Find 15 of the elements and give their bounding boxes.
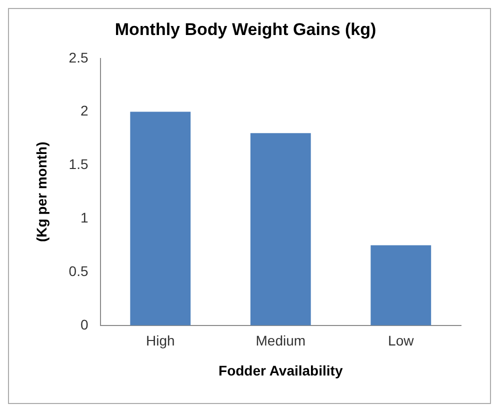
y-tick-label: 2.5 xyxy=(68,49,88,66)
bar xyxy=(250,133,311,326)
bar xyxy=(370,245,432,326)
y-tick-label: 0 xyxy=(80,316,88,332)
x-tick-label: High xyxy=(146,332,175,349)
x-axis-title: Fodder Availability xyxy=(218,362,343,378)
x-tick-label: Low xyxy=(388,332,415,349)
y-tick-label: 1 xyxy=(80,209,88,226)
chart-title: Monthly Body Weight Gains (kg) xyxy=(114,20,376,39)
y-axis-title: (Kg per month) xyxy=(33,142,50,242)
y-tick-label: 2 xyxy=(80,102,88,119)
x-tick-label: Medium xyxy=(256,332,306,349)
y-tick-label: 1.5 xyxy=(68,156,88,172)
y-tick-label: 0.5 xyxy=(68,262,88,279)
bar xyxy=(130,112,191,326)
